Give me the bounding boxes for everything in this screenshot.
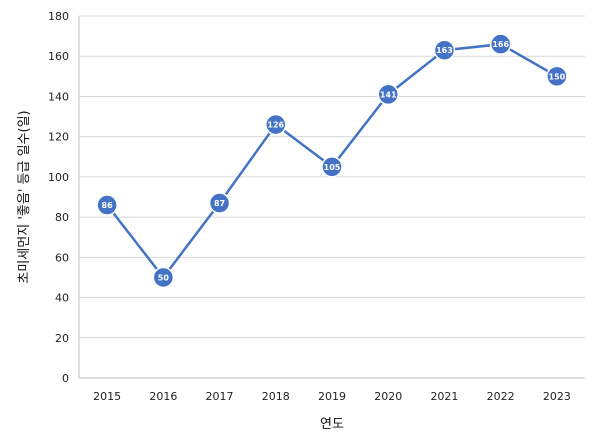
y-tick-label: 100 <box>48 171 69 184</box>
data-point <box>152 266 175 289</box>
data-label: 87 <box>214 199 225 208</box>
data-points: 86 50 87 126 105 141 163 166 150 <box>96 33 568 289</box>
data-point <box>96 194 118 216</box>
x-tick-label: 2016 <box>149 390 177 403</box>
y-tick-label: 140 <box>48 90 69 103</box>
data-point <box>208 192 231 214</box>
data-point <box>321 156 343 178</box>
x-tick-label: 2020 <box>374 390 402 403</box>
data-label: 141 <box>380 90 397 99</box>
data-label: 126 <box>267 121 284 130</box>
y-tick-label: 120 <box>48 131 69 144</box>
data-point <box>546 65 568 88</box>
data-point <box>377 83 399 106</box>
x-tick-label: 2017 <box>206 390 234 403</box>
y-tick-label: 180 <box>48 10 69 23</box>
y-axis-title: 초미세먼지 '좋음' 등급 일수(일) <box>17 110 32 283</box>
y-tick-label: 60 <box>55 251 69 264</box>
y-axis-ticks: 0 20 40 60 80 100 120 140 160 180 <box>48 10 69 385</box>
x-tick-label: 2021 <box>430 390 458 403</box>
data-point <box>433 39 456 61</box>
x-axis-ticks: 2015 2016 2017 2018 2019 2020 2021 2022 2023 <box>93 390 571 403</box>
y-tick-label: 40 <box>55 292 69 305</box>
data-point <box>265 113 287 136</box>
x-axis-title: 연도 <box>320 417 344 432</box>
x-tick-label: 2022 <box>487 390 515 403</box>
y-tick-label: 0 <box>62 372 69 385</box>
data-label: 105 <box>324 163 341 172</box>
data-point <box>489 33 512 55</box>
data-label: 166 <box>492 40 509 49</box>
x-tick-label: 2015 <box>93 390 121 403</box>
data-label: 50 <box>158 273 170 282</box>
y-tick-label: 80 <box>55 211 69 224</box>
y-tick-label: 20 <box>55 332 69 345</box>
x-tick-label: 2018 <box>262 390 290 403</box>
data-label: 150 <box>549 72 566 81</box>
data-label: 86 <box>102 201 114 210</box>
x-tick-label: 2019 <box>318 390 346 403</box>
data-label: 163 <box>436 46 453 55</box>
y-tick-label: 160 <box>48 50 69 63</box>
x-tick-label: 2023 <box>543 390 571 403</box>
